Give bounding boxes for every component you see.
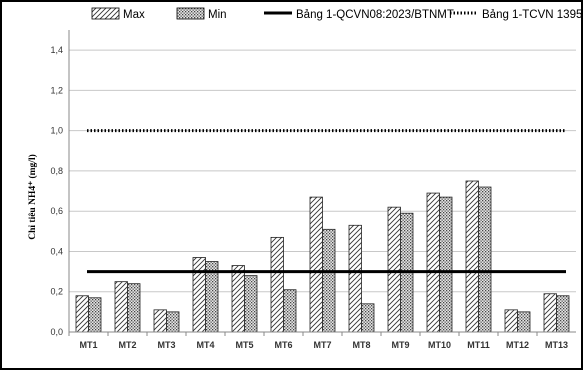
x-tick-label: MT11 [467, 340, 490, 350]
bars [75, 180, 570, 333]
bar-max-mt6 [270, 236, 284, 333]
legend-label-min: Min [208, 9, 227, 21]
bar-min-mt1 [88, 297, 102, 333]
bar-max-mt9 [387, 206, 401, 333]
bar-max-mt1 [75, 295, 89, 333]
x-tick-label: MT8 [353, 340, 371, 350]
bar-min-mt10 [439, 196, 453, 333]
bar-max-mt2 [114, 281, 128, 333]
bar-max-mt7 [309, 196, 323, 333]
x-tick-label: MT4 [197, 340, 215, 350]
y-tick-label: 0,6 [50, 206, 63, 216]
legend-swatch-min [176, 7, 205, 20]
x-tick-label: MT13 [545, 340, 568, 350]
bar-min-mt2 [127, 283, 141, 333]
bar-max-mt5 [231, 265, 245, 333]
bar-max-mt11 [465, 180, 479, 333]
bar-min-mt13 [556, 295, 570, 333]
bar-max-mt3 [153, 309, 167, 333]
bar-min-mt7 [322, 228, 336, 333]
y-tick-label: 1,2 [50, 85, 63, 95]
bar-min-mt6 [283, 289, 297, 333]
y-tick-label: 0,2 [50, 287, 63, 297]
x-tick-label: MT1 [80, 340, 98, 350]
reference-lines [87, 129, 566, 274]
y-tick-label: 0,8 [50, 166, 63, 176]
y-tick-label: 1,0 [50, 126, 63, 136]
bar-min-mt8 [361, 303, 375, 333]
legend: Max Min Bảng 1-QCVN08:2023/BTNMT Bảng 1-… [91, 7, 581, 21]
x-tick-label: MT2 [119, 340, 137, 350]
bar-max-mt8 [348, 224, 362, 333]
bar-min-mt3 [166, 311, 180, 333]
bar-max-mt12 [504, 309, 518, 333]
bar-max-mt13 [543, 293, 557, 333]
x-tick-label: MT3 [158, 340, 176, 350]
x-tick-label: MT6 [275, 340, 293, 350]
x-tick-label: MT12 [506, 340, 529, 350]
bar-max-mt10 [426, 192, 440, 333]
x-tick-label: MT7 [314, 340, 332, 350]
legend-swatch-max [91, 7, 120, 20]
legend-label-qcvn: Bảng 1-QCVN08:2023/BTNMT [296, 9, 454, 21]
y-tick-label: 0,0 [50, 327, 63, 337]
x-tick-label: MT9 [392, 340, 410, 350]
x-tick-label: MT5 [236, 340, 254, 350]
bar-min-mt5 [244, 275, 258, 333]
y-tick-label: 0,4 [50, 246, 63, 256]
x-tick-label: MT10 [428, 340, 451, 350]
y-axis-label: Chỉ tiêu NH4⁺ (mg/l) [27, 154, 38, 240]
bar-max-mt4 [192, 257, 206, 333]
legend-label-max: Max [123, 9, 145, 21]
bar-min-mt11 [478, 186, 492, 333]
bar-min-mt12 [517, 311, 531, 333]
axes: 0,0 0,2 0,4 0,6 0,8 1,0 1,2 1,4 MT1 MT2 MT3 MT4 MT5 M… [50, 30, 576, 350]
y-tick-label: 1,4 [50, 45, 63, 55]
legend-label-tcvn: Bảng 1-TCVN 13952-2024 [482, 9, 581, 21]
